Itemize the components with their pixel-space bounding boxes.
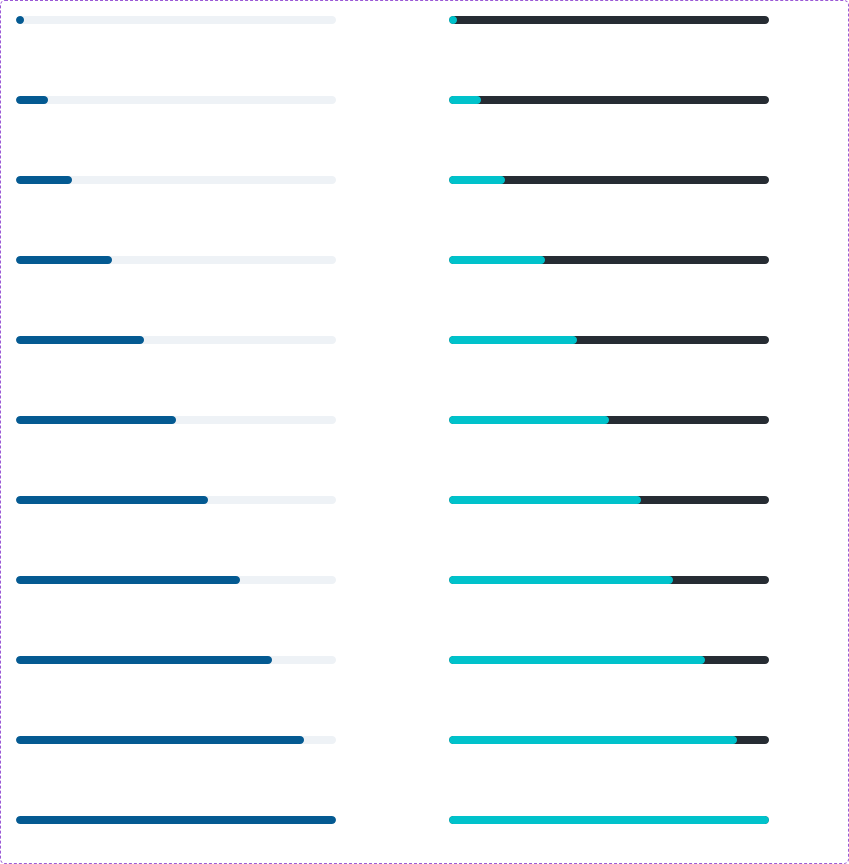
progress-track <box>16 576 336 584</box>
progress-fill <box>449 416 609 424</box>
progress-fill <box>16 816 336 824</box>
progress-fill <box>449 176 505 184</box>
progress-track <box>449 16 769 24</box>
progress-track <box>449 736 769 744</box>
progress-track <box>16 176 336 184</box>
progress-bar-light <box>16 576 336 584</box>
progress-bar-light <box>16 736 336 744</box>
progress-bar-light <box>16 96 336 104</box>
progress-bar-light <box>16 16 336 24</box>
progress-bar-dark <box>449 816 769 824</box>
progress-track <box>16 496 336 504</box>
progress-bar-dark <box>449 336 769 344</box>
progress-fill <box>449 816 769 824</box>
progress-track <box>449 256 769 264</box>
progress-track <box>449 576 769 584</box>
progress-fill <box>16 416 176 424</box>
progress-fill <box>449 656 705 664</box>
progress-track <box>449 336 769 344</box>
progress-fill <box>16 656 272 664</box>
progress-track <box>16 96 336 104</box>
progress-fill <box>16 16 24 24</box>
progress-fill <box>449 336 577 344</box>
progress-fill <box>449 576 673 584</box>
progress-bar-dark <box>449 656 769 664</box>
progress-bar-light <box>16 416 336 424</box>
progress-bar-dark <box>449 256 769 264</box>
progress-fill <box>16 176 72 184</box>
progress-track <box>16 256 336 264</box>
progress-bar-dark <box>449 416 769 424</box>
progress-fill <box>449 496 641 504</box>
progress-bar-light <box>16 176 336 184</box>
progress-fill <box>449 16 457 24</box>
progress-bar-light <box>16 256 336 264</box>
progress-track <box>449 496 769 504</box>
progress-fill <box>16 576 240 584</box>
progress-track <box>16 416 336 424</box>
progress-bar-dark <box>449 16 769 24</box>
progress-bar-dark <box>449 496 769 504</box>
progress-fill <box>16 256 112 264</box>
progress-fill <box>16 496 208 504</box>
progress-track <box>449 416 769 424</box>
progress-bar-dark <box>449 176 769 184</box>
progress-bar-light <box>16 656 336 664</box>
progress-bar-dark <box>449 736 769 744</box>
progress-track <box>16 736 336 744</box>
progress-fill <box>16 96 48 104</box>
progress-fill <box>16 736 304 744</box>
progress-track <box>449 816 769 824</box>
progress-fill <box>449 736 737 744</box>
progress-bar-dark <box>449 576 769 584</box>
progress-track <box>16 16 336 24</box>
progress-track <box>449 176 769 184</box>
progress-bar-light <box>16 496 336 504</box>
progress-track <box>449 656 769 664</box>
progress-bar-dark <box>449 96 769 104</box>
progress-bar-light <box>16 816 336 824</box>
progress-bar-light <box>16 336 336 344</box>
progress-fill <box>16 336 144 344</box>
progress-fill <box>449 96 481 104</box>
progress-track <box>16 816 336 824</box>
progress-track <box>449 96 769 104</box>
progress-fill <box>449 256 545 264</box>
progress-track <box>16 656 336 664</box>
progress-track <box>16 336 336 344</box>
